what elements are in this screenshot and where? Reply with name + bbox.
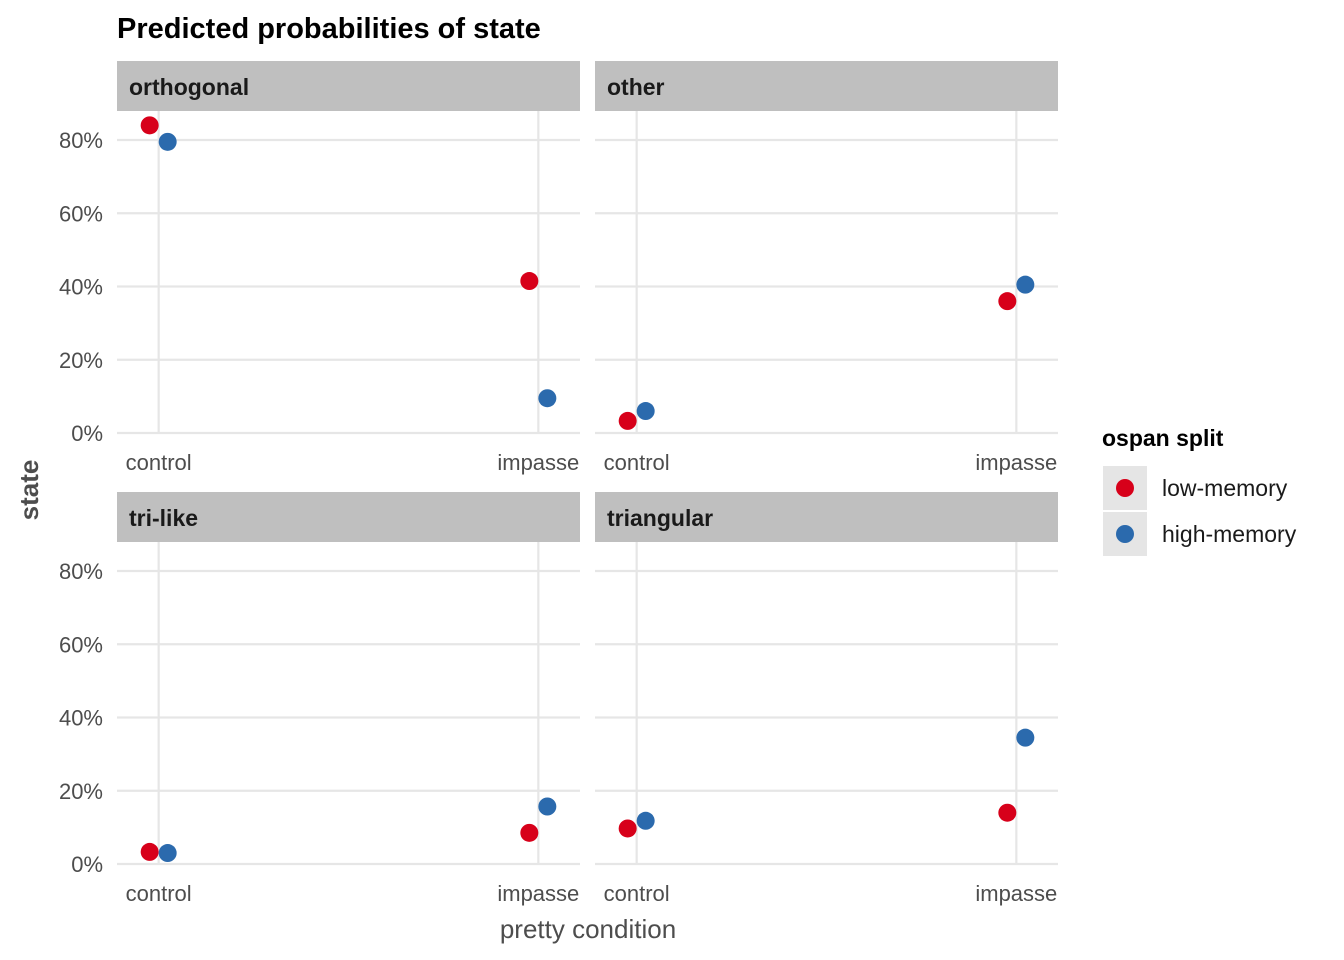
point-tri-like-high-memory-control <box>158 844 177 863</box>
x-axis-title: pretty condition <box>500 914 676 944</box>
strip-label-triangular: triangular <box>607 505 713 531</box>
strip-triangular <box>595 492 1058 542</box>
x-tick-label: control <box>126 450 192 475</box>
panel-other: other control impasse <box>595 61 1058 475</box>
point-tri-like-low-memory-control <box>140 842 159 861</box>
y-tick-label: 60% <box>59 201 103 226</box>
strip-tri-like <box>117 492 580 542</box>
point-other-low-memory-control <box>618 411 637 430</box>
strip-label-orthogonal: orthogonal <box>129 74 249 100</box>
strip-label-other: other <box>607 74 665 100</box>
strip-label-tri-like: tri-like <box>129 505 198 531</box>
point-other-high-memory-control <box>636 402 655 421</box>
point-triangular-high-memory-control <box>636 811 655 830</box>
point-orthogonal-high-memory-impasse <box>538 389 557 408</box>
y-tick-label: 0% <box>71 421 103 446</box>
legend-label-low-memory: low-memory <box>1162 475 1288 501</box>
panel-orthogonal: orthogonal 0% 20% 40% 60% 80% control impasse <box>59 61 580 475</box>
strip-orthogonal <box>117 61 580 111</box>
x-tick-label: control <box>604 450 670 475</box>
x-tick-label: impasse <box>975 450 1057 475</box>
point-tri-like-low-memory-impasse <box>520 823 539 842</box>
y-tick-label: 40% <box>59 275 103 300</box>
panel-tri-like: tri-like 0% 20% 40% 60% 80% control impasse <box>59 492 580 906</box>
legend-title: ospan split <box>1102 425 1224 451</box>
legend-swatch-high-memory <box>1116 525 1134 543</box>
chart-title: Predicted probabilities of state <box>117 13 541 45</box>
point-other-low-memory-impasse <box>998 292 1017 311</box>
point-triangular-low-memory-control <box>618 819 637 838</box>
y-tick-label: 20% <box>59 348 103 373</box>
y-tick-label: 40% <box>59 706 103 731</box>
y-tick-label: 80% <box>59 559 103 584</box>
legend-swatch-low-memory <box>1116 479 1134 497</box>
x-tick-label: impasse <box>497 881 579 906</box>
point-orthogonal-high-memory-control <box>158 132 177 151</box>
point-triangular-low-memory-impasse <box>998 803 1017 822</box>
y-tick-label: 20% <box>59 779 103 804</box>
point-tri-like-high-memory-impasse <box>538 797 557 816</box>
y-tick-label: 60% <box>59 632 103 657</box>
legend-label-high-memory: high-memory <box>1162 521 1297 547</box>
y-axis-title: state <box>14 460 44 521</box>
point-other-high-memory-impasse <box>1016 275 1035 294</box>
x-tick-label: impasse <box>497 450 579 475</box>
legend: ospan split low-memory high-memory <box>1102 425 1297 556</box>
x-tick-label: control <box>126 881 192 906</box>
point-triangular-high-memory-impasse <box>1016 728 1035 747</box>
y-tick-label: 80% <box>59 128 103 153</box>
point-orthogonal-low-memory-control <box>140 116 159 135</box>
y-tick-label: 0% <box>71 852 103 877</box>
panel-triangular: triangular control impasse <box>595 492 1058 906</box>
strip-other <box>595 61 1058 111</box>
point-orthogonal-low-memory-impasse <box>520 272 539 291</box>
x-tick-label: control <box>604 881 670 906</box>
x-tick-label: impasse <box>975 881 1057 906</box>
